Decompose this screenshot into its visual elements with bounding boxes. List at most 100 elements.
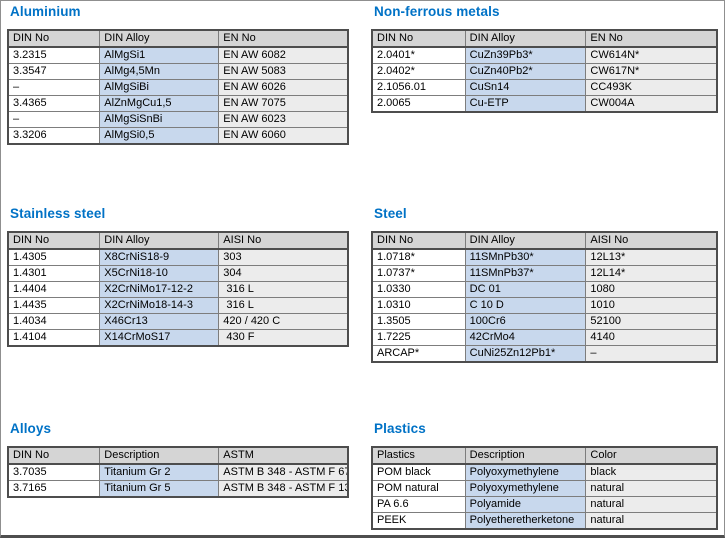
table-cell: Polyoxymethylene (464, 463, 587, 481)
table-cell: 3.3206 (7, 127, 101, 145)
table-cell: CW617N* (585, 63, 718, 80)
table-cell: AlMg4,5Mn (99, 63, 220, 80)
table-row: 1.4301 X5CrNi18-10 304 (7, 265, 349, 282)
section-plastics: Plastics Plastics Description Color POM … (371, 421, 718, 530)
table-cell: 3.2315 (7, 46, 101, 64)
table-cell: black (585, 463, 718, 481)
table-cell: CW614N* (585, 46, 718, 64)
table-cell: CW004A (585, 95, 718, 113)
table-cell: Titanium Gr 5 (99, 480, 220, 498)
table-cell: ASTM B 348 - ASTM F 136 (218, 480, 349, 498)
table-header-row: DIN No DIN Alloy AISI No (7, 231, 349, 250)
table-row: 2.0065 Cu-ETP CW004A (371, 95, 718, 113)
table-row: – AlMgSiSnBi EN AW 6023 (7, 111, 349, 128)
table-cell: CuZn40Pb2* (464, 63, 587, 80)
column-header-din-no: DIN No (7, 446, 101, 465)
table-cell: EN AW 6082 (218, 46, 349, 64)
table-cell: 1.3505 (371, 313, 466, 330)
table-cell: CuSn14 (464, 79, 587, 96)
table-row: 3.3206 AlMgSi0,5 EN AW 6060 (7, 127, 349, 145)
table-cell: 1.4435 (7, 297, 101, 314)
alloys-table: DIN No Description ASTM 3.7035 Titanium G… (7, 446, 349, 498)
table-cell: 1.0718* (371, 248, 466, 266)
table-cell: 12L13* (585, 248, 718, 266)
table-cell: AlMgSiBi (99, 79, 220, 96)
column-header-din-alloy: DIN Alloy (99, 231, 220, 250)
table-row: 3.4365 AlZnMgCu1,5 EN AW 7075 (7, 95, 349, 112)
table-header-row: DIN No DIN Alloy EN No (7, 29, 349, 48)
table-row: 1.4104 X14CrMoS17 430 F (7, 329, 349, 347)
table-row: POM black Polyoxymethylene black (371, 463, 718, 481)
table-cell: 420 / 420 C (218, 313, 349, 330)
table-cell: 430 F (218, 329, 349, 347)
table-cell: 2.0065 (371, 95, 466, 113)
table-cell: 2.1056.01 (371, 79, 466, 96)
table-row: POM natural Polyoxymethylene natural (371, 480, 718, 497)
table-row: 1.7225 42CrMo4 4140 (371, 329, 718, 346)
table-cell: 1.4104 (7, 329, 101, 347)
column-header-astm: ASTM (218, 446, 349, 465)
column-header-din-no: DIN No (7, 231, 101, 250)
aluminium-table: DIN No DIN Alloy EN No 3.2315 AlMgSi1 EN A… (7, 29, 349, 145)
table-cell: 3.4365 (7, 95, 101, 112)
section-title-aluminium: Aluminium (10, 4, 81, 19)
column-header-en-no: EN No (585, 29, 718, 48)
table-cell: 1.0310 (371, 297, 466, 314)
table-row: 3.7165 Titanium Gr 5 ASTM B 348 - ASTM F 1… (7, 480, 349, 498)
section-steel: Steel DIN No DIN Alloy AISI No 1.0718* 11… (371, 206, 718, 363)
column-header-aisi-no: AISI No (585, 231, 718, 250)
table-cell: CC493K (585, 79, 718, 96)
table-cell: 1.4404 (7, 281, 101, 298)
table-row: 1.4404 X2CrNiMo17-12-2 316 L (7, 281, 349, 298)
table-row: 1.4305 X8CrNiS18-9 303 (7, 248, 349, 266)
section-title-steel: Steel (374, 206, 407, 221)
table-cell: 100Cr6 (464, 313, 587, 330)
table-cell: POM black (371, 463, 466, 481)
table-row: 1.0737* 11SMnPb37* 12L14* (371, 265, 718, 282)
table-cell: 303 (218, 248, 349, 266)
table-cell: Polyetheretherketone (464, 512, 587, 530)
table-row: 1.0330 DC 01 1080 (371, 281, 718, 298)
table-cell: 11SMnPb37* (464, 265, 587, 282)
table-cell: 1.7225 (371, 329, 466, 346)
table-cell: 4140 (585, 329, 718, 346)
table-cell: X8CrNiS18-9 (99, 248, 220, 266)
table-cell: X5CrNi18-10 (99, 265, 220, 282)
column-header-din-alloy: DIN Alloy (464, 231, 587, 250)
table-row: 1.4435 X2CrNiMo18-14-3 316 L (7, 297, 349, 314)
table-row: ARCAP* CuNi25Zn12Pb1* – (371, 345, 718, 363)
table-header-row: DIN No DIN Alloy EN No (371, 29, 718, 48)
column-header-color: Color (585, 446, 718, 465)
table-row: 3.7035 Titanium Gr 2 ASTM B 348 - ASTM F 6… (7, 463, 349, 481)
table-row: 1.0718* 11SMnPb30* 12L13* (371, 248, 718, 266)
table-cell: AlZnMgCu1,5 (99, 95, 220, 112)
section-title-stainless-steel: Stainless steel (10, 206, 106, 221)
table-row: 2.0402* CuZn40Pb2* CW617N* (371, 63, 718, 80)
table-cell: 1.4034 (7, 313, 101, 330)
table-row: PEEK Polyetheretherketone natural (371, 512, 718, 530)
table-cell: 3.7165 (7, 480, 101, 498)
table-cell: natural (585, 512, 718, 530)
table-cell: 304 (218, 265, 349, 282)
stainless-steel-table: DIN No DIN Alloy AISI No 1.4305 X8CrNiS18… (7, 231, 349, 347)
table-cell: 1.4301 (7, 265, 101, 282)
table-cell: 1010 (585, 297, 718, 314)
column-header-en-no: EN No (218, 29, 349, 48)
table-row: 3.3547 AlMg4,5Mn EN AW 5083 (7, 63, 349, 80)
steel-table: DIN No DIN Alloy AISI No 1.0718* 11SMnPb3… (371, 231, 718, 363)
table-cell: – (7, 79, 101, 96)
section-alloys: Alloys DIN No Description ASTM 3.7035 Tit… (7, 421, 349, 498)
table-cell: 11SMnPb30* (464, 248, 587, 266)
table-cell: natural (585, 480, 718, 497)
table-cell: 316 L (218, 297, 349, 314)
table-cell: DC 01 (464, 281, 587, 298)
table-cell: POM natural (371, 480, 466, 497)
table-cell: X46Cr13 (99, 313, 220, 330)
table-row: 1.4034 X46Cr13 420 / 420 C (7, 313, 349, 330)
section-title-alloys: Alloys (10, 421, 52, 436)
column-header-din-no: DIN No (371, 29, 466, 48)
column-header-plastics: Plastics (371, 446, 466, 465)
non-ferrous-metals-table: DIN No DIN Alloy EN No 2.0401* CuZn39Pb3*… (371, 29, 718, 113)
table-cell: natural (585, 496, 718, 513)
